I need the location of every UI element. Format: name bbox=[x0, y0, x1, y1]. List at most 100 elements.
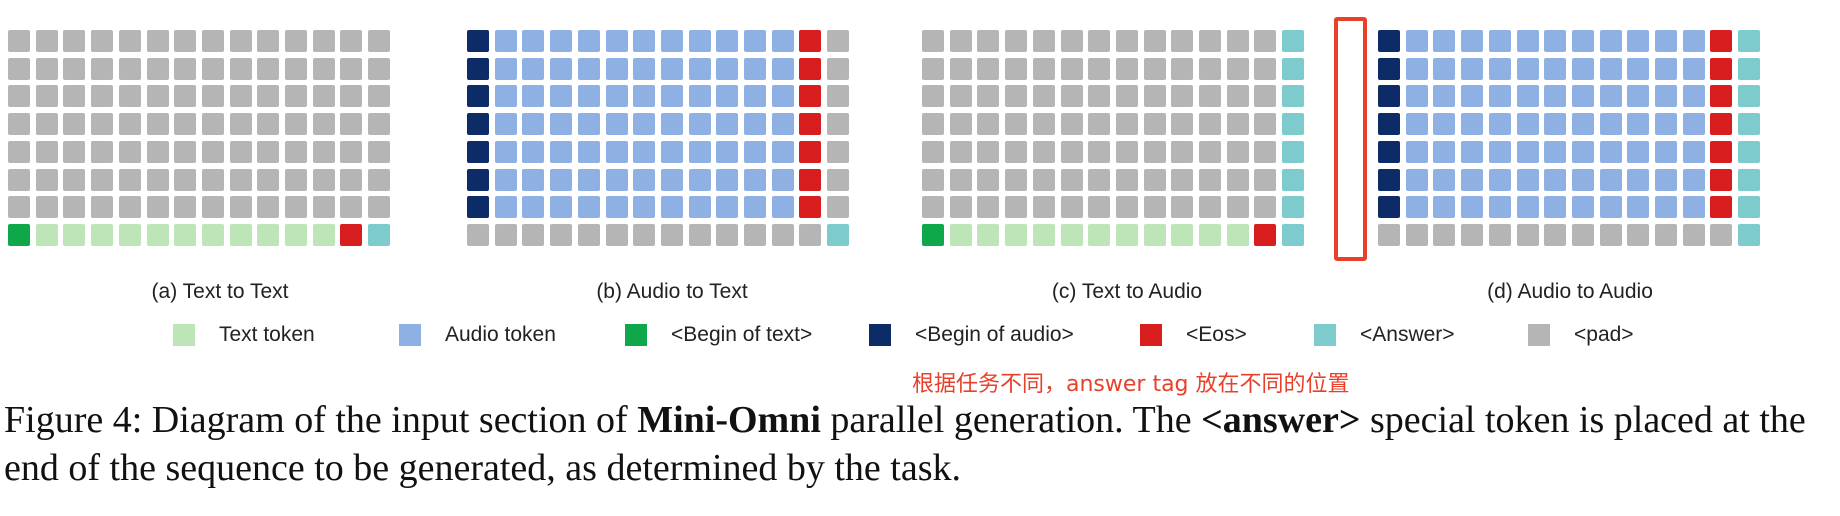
pad-cell bbox=[1033, 141, 1055, 163]
text-token-cell bbox=[147, 224, 169, 246]
pad-cell bbox=[467, 224, 489, 246]
audio-token-cell bbox=[1433, 169, 1455, 191]
pad-cell bbox=[606, 224, 628, 246]
audio-token-cell bbox=[606, 169, 628, 191]
pad-cell bbox=[922, 113, 944, 135]
pad-cell bbox=[772, 224, 794, 246]
pad-cell bbox=[174, 58, 196, 80]
pad-cell bbox=[977, 141, 999, 163]
eos-cell bbox=[799, 30, 821, 52]
answer-cell bbox=[1282, 141, 1304, 163]
pad-cell bbox=[257, 196, 279, 218]
pad-cell bbox=[1710, 224, 1732, 246]
begin-of-audio-cell bbox=[1378, 58, 1400, 80]
eos-cell bbox=[1710, 141, 1732, 163]
pad-cell bbox=[1144, 141, 1166, 163]
audio-token-cell bbox=[1489, 85, 1511, 107]
pad-cell bbox=[257, 141, 279, 163]
pad-cell bbox=[368, 141, 390, 163]
pad-cell bbox=[63, 113, 85, 135]
audio-token-cell bbox=[1406, 169, 1428, 191]
audio-token-cell bbox=[1655, 169, 1677, 191]
audio-token-cell bbox=[1655, 85, 1677, 107]
pad-cell bbox=[950, 113, 972, 135]
audio-token-cell bbox=[495, 30, 517, 52]
audio-token-cell bbox=[1489, 141, 1511, 163]
text-token-cell bbox=[1116, 224, 1138, 246]
pad-cell bbox=[922, 85, 944, 107]
pad-swatch bbox=[1528, 324, 1550, 346]
audio-token-cell bbox=[1489, 196, 1511, 218]
pad-cell bbox=[1171, 58, 1193, 80]
pad-cell bbox=[1116, 169, 1138, 191]
pad-cell bbox=[1005, 30, 1027, 52]
pad-cell bbox=[1199, 58, 1221, 80]
pad-cell bbox=[1061, 196, 1083, 218]
audio-token-cell bbox=[522, 58, 544, 80]
pad-cell bbox=[1171, 169, 1193, 191]
pad-cell bbox=[313, 196, 335, 218]
begin-of-audio-cell bbox=[1378, 113, 1400, 135]
pad-cell bbox=[147, 58, 169, 80]
audio-token-cell bbox=[578, 113, 600, 135]
audio-token-cell bbox=[606, 196, 628, 218]
audio-token-cell bbox=[1572, 30, 1594, 52]
pad-cell bbox=[368, 169, 390, 191]
audio-token-cell bbox=[1627, 196, 1649, 218]
pad-cell bbox=[827, 113, 849, 135]
audio-token-cell bbox=[1517, 58, 1539, 80]
audio-token-cell bbox=[1655, 196, 1677, 218]
pad-cell bbox=[1227, 196, 1249, 218]
audio-token-cell bbox=[1572, 196, 1594, 218]
audio-token-cell bbox=[1627, 85, 1649, 107]
pad-cell bbox=[36, 58, 58, 80]
audio-token-cell bbox=[689, 85, 711, 107]
pad-cell bbox=[230, 113, 252, 135]
audio-token-cell bbox=[689, 169, 711, 191]
audio-token-cell bbox=[1627, 58, 1649, 80]
pad-cell bbox=[977, 58, 999, 80]
pad-cell bbox=[91, 169, 113, 191]
begin-of-audio-cell bbox=[467, 169, 489, 191]
pad-cell bbox=[1227, 58, 1249, 80]
audio-token-cell bbox=[744, 30, 766, 52]
pad-cell bbox=[1199, 141, 1221, 163]
pad-cell bbox=[1227, 30, 1249, 52]
audio-token-cell bbox=[1406, 196, 1428, 218]
audio-token-cell bbox=[1489, 58, 1511, 80]
text-token-cell bbox=[1061, 224, 1083, 246]
audio-token-cell bbox=[1517, 196, 1539, 218]
begin-of-text-swatch bbox=[625, 324, 647, 346]
pad-cell bbox=[977, 85, 999, 107]
audio-token-cell bbox=[1572, 141, 1594, 163]
text-token-cell bbox=[63, 224, 85, 246]
pad-cell bbox=[1005, 141, 1027, 163]
audio-token-cell bbox=[550, 141, 572, 163]
audio-token-cell bbox=[578, 85, 600, 107]
pad-cell bbox=[1088, 169, 1110, 191]
pad-cell bbox=[340, 85, 362, 107]
audio-token-cell bbox=[661, 169, 683, 191]
audio-token-cell bbox=[1433, 141, 1455, 163]
legend-item-eos: <Eos> bbox=[1140, 320, 1247, 350]
audio-token-cell bbox=[1517, 141, 1539, 163]
text-token-cell bbox=[1171, 224, 1193, 246]
audio-token-cell bbox=[744, 85, 766, 107]
audio-token-cell bbox=[1433, 85, 1455, 107]
pad-cell bbox=[827, 169, 849, 191]
audio-token-cell bbox=[578, 196, 600, 218]
audio-token-cell bbox=[1544, 169, 1566, 191]
pad-cell bbox=[922, 196, 944, 218]
audio-token-cell bbox=[606, 30, 628, 52]
pad-cell bbox=[922, 30, 944, 52]
pad-cell bbox=[827, 85, 849, 107]
pad-cell bbox=[1005, 113, 1027, 135]
caption-text: parallel generation. The bbox=[820, 399, 1202, 441]
pad-cell bbox=[119, 141, 141, 163]
eos-cell bbox=[799, 113, 821, 135]
text-token-cell bbox=[1088, 224, 1110, 246]
pad-cell bbox=[1033, 30, 1055, 52]
answer-cell bbox=[1738, 113, 1760, 135]
audio-token-cell bbox=[1683, 196, 1705, 218]
pad-cell bbox=[1572, 224, 1594, 246]
